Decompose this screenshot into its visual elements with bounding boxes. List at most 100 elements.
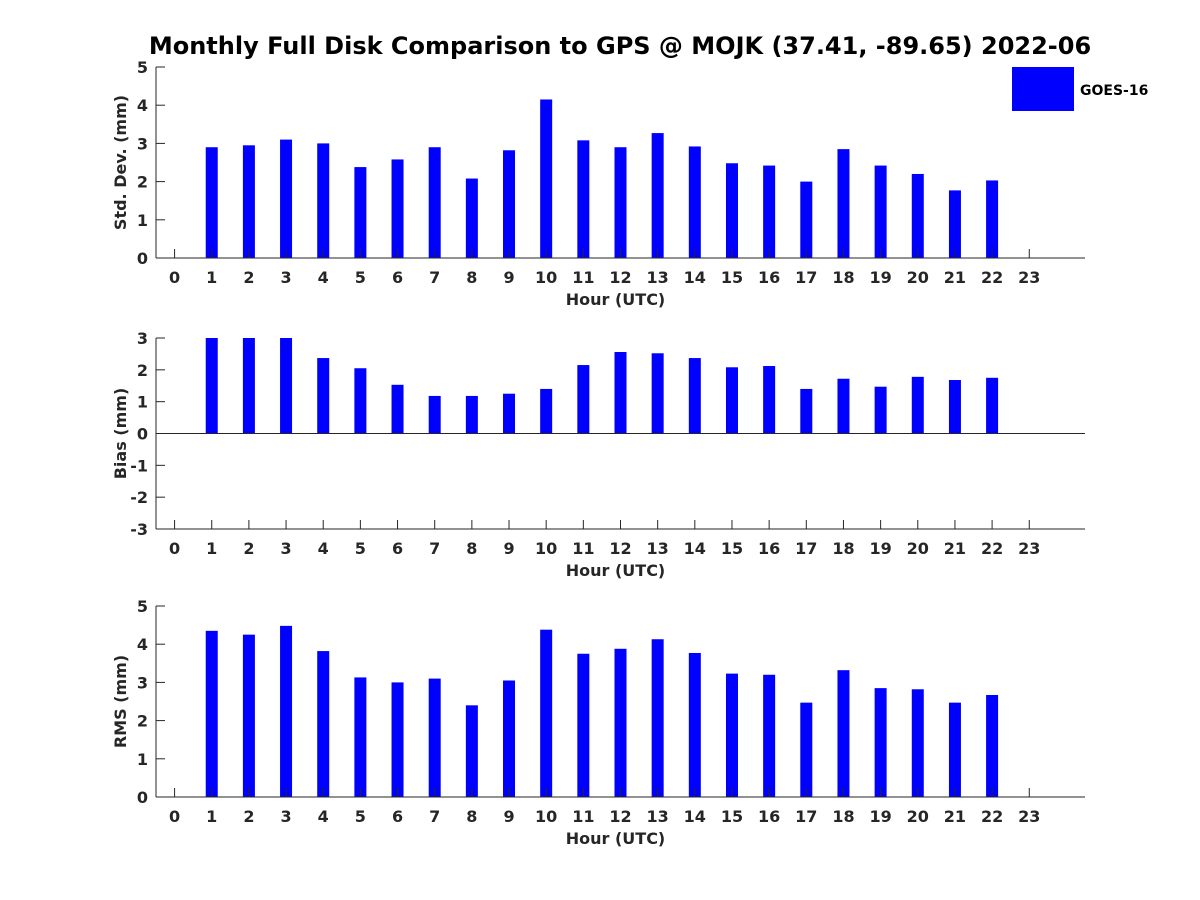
x-tick-label: 5 <box>355 539 366 558</box>
x-tick-label: 6 <box>392 268 403 287</box>
bar-std-dev-hour-1 <box>205 147 218 258</box>
bar-rms-hour-10 <box>540 629 553 797</box>
y-tick-label: 5 <box>137 58 148 77</box>
y-axis-label: Bias (mm) <box>111 388 130 480</box>
x-tick-label: 7 <box>429 807 440 826</box>
x-tick-label: 23 <box>1018 268 1040 287</box>
bar-std-dev-hour-17 <box>800 181 813 258</box>
x-axis-label: Hour (UTC) <box>566 561 666 580</box>
bar-rms-hour-14 <box>688 652 701 797</box>
bar-rms-hour-7 <box>428 678 441 797</box>
y-tick-label: -2 <box>130 488 148 507</box>
bar-rms-hour-2 <box>242 634 255 797</box>
x-tick-label: 6 <box>392 539 403 558</box>
y-tick-label: 4 <box>137 635 148 654</box>
y-tick-label: 1 <box>137 750 148 769</box>
bar-bias-hour-6 <box>391 384 404 434</box>
x-tick-label: 23 <box>1018 539 1040 558</box>
x-axis-label: Hour (UTC) <box>566 290 666 309</box>
legend: GOES-16 <box>1012 67 1148 111</box>
y-tick-label: 0 <box>137 788 148 807</box>
bar-bias-hour-14 <box>688 358 701 434</box>
bar-rms-hour-18 <box>837 670 850 797</box>
bar-std-dev-hour-20 <box>911 173 924 258</box>
x-tick-label: 13 <box>647 807 669 826</box>
x-tick-label: 11 <box>572 539 594 558</box>
bar-rms-hour-13 <box>651 639 664 797</box>
chart-title: Monthly Full Disk Comparison to GPS @ MO… <box>149 32 1091 60</box>
y-axis-label: Std. Dev. (mm) <box>111 95 130 230</box>
x-tick-label: 19 <box>869 807 891 826</box>
bar-rms-hour-9 <box>503 680 516 797</box>
x-tick-label: 22 <box>981 539 1003 558</box>
x-tick-label: 8 <box>466 807 477 826</box>
x-tick-label: 18 <box>832 807 854 826</box>
x-tick-label: 16 <box>758 539 780 558</box>
bar-rms-hour-19 <box>874 688 887 797</box>
bar-bias-hour-13 <box>651 353 664 434</box>
x-tick-label: 10 <box>535 807 557 826</box>
bar-rms-hour-20 <box>911 689 924 797</box>
y-axis-label: RMS (mm) <box>111 655 130 748</box>
y-tick-label: -3 <box>130 520 148 539</box>
x-tick-label: 11 <box>572 807 594 826</box>
x-tick-label: 1 <box>206 807 217 826</box>
x-tick-label: 10 <box>535 539 557 558</box>
y-tick-label: 5 <box>137 597 148 616</box>
y-tick-label: 3 <box>137 329 148 348</box>
y-tick-label: 0 <box>137 249 148 268</box>
x-tick-label: 16 <box>758 807 780 826</box>
bar-bias-hour-17 <box>800 388 813 434</box>
x-tick-label: 14 <box>684 539 706 558</box>
bar-bias-hour-5 <box>354 368 367 434</box>
bar-bias-hour-3 <box>280 338 293 434</box>
bar-std-dev-hour-4 <box>317 143 330 258</box>
bar-rms-hour-3 <box>280 625 293 797</box>
bar-bias-hour-11 <box>577 365 590 434</box>
x-tick-label: 20 <box>907 539 929 558</box>
bar-std-dev-hour-22 <box>986 180 999 258</box>
x-tick-label: 8 <box>466 268 477 287</box>
bar-bias-hour-2 <box>242 338 255 434</box>
x-tick-label: 2 <box>243 807 254 826</box>
bar-rms-hour-15 <box>725 673 738 797</box>
legend-swatch <box>1012 67 1074 111</box>
x-tick-label: 4 <box>318 539 329 558</box>
y-tick-label: 3 <box>137 134 148 153</box>
x-tick-label: 0 <box>169 268 180 287</box>
x-tick-label: 1 <box>206 268 217 287</box>
bar-bias-hour-20 <box>911 376 924 434</box>
x-tick-label: 0 <box>169 539 180 558</box>
bar-rms-hour-21 <box>948 702 961 797</box>
x-tick-label: 22 <box>981 268 1003 287</box>
y-tick-label: 0 <box>137 425 148 444</box>
bar-rms-hour-4 <box>317 651 330 797</box>
bar-bias-hour-9 <box>503 393 516 434</box>
y-tick-label: 3 <box>137 673 148 692</box>
x-tick-label: 9 <box>503 539 514 558</box>
x-tick-label: 10 <box>535 268 557 287</box>
y-tick-label: -1 <box>130 456 148 475</box>
x-tick-label: 5 <box>355 268 366 287</box>
legend-label: GOES-16 <box>1080 83 1148 99</box>
x-tick-label: 6 <box>392 807 403 826</box>
bar-std-dev-hour-13 <box>651 133 664 258</box>
x-tick-label: 19 <box>869 268 891 287</box>
x-tick-label: 12 <box>609 539 631 558</box>
bar-std-dev-hour-21 <box>948 190 961 258</box>
bar-rms-hour-12 <box>614 648 627 797</box>
bar-bias-hour-15 <box>725 367 738 434</box>
y-tick-label: 1 <box>137 211 148 230</box>
x-tick-label: 14 <box>684 268 706 287</box>
x-tick-label: 21 <box>944 807 966 826</box>
bar-rms-hour-5 <box>354 677 367 797</box>
bar-bias-hour-22 <box>986 377 999 434</box>
x-tick-label: 9 <box>503 268 514 287</box>
x-tick-label: 3 <box>280 268 291 287</box>
bar-bias-hour-10 <box>540 388 553 434</box>
x-tick-label: 16 <box>758 268 780 287</box>
